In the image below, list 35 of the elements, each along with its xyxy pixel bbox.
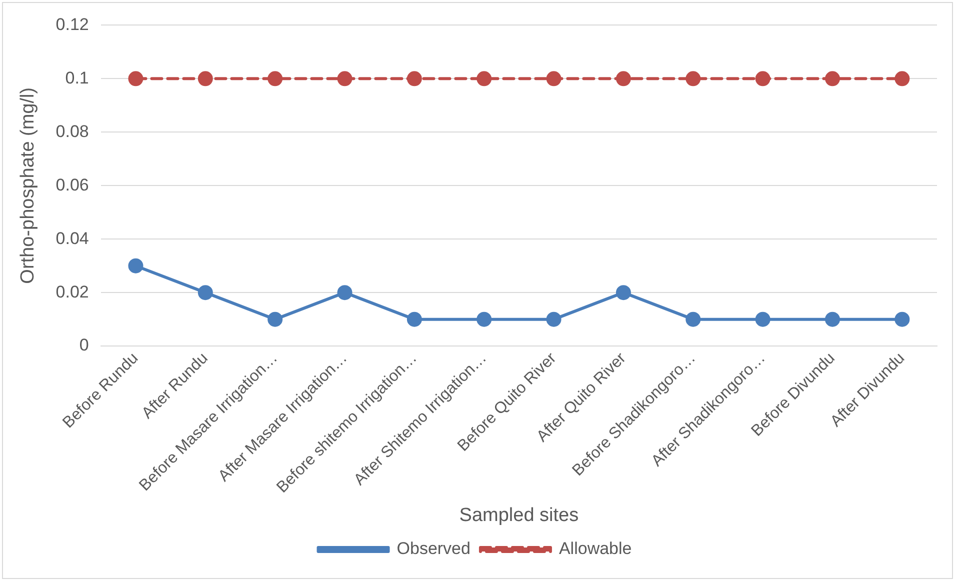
point bbox=[268, 71, 283, 86]
point bbox=[686, 312, 701, 327]
point bbox=[755, 71, 770, 86]
point bbox=[198, 285, 213, 300]
x-axis-title: Sampled sites bbox=[459, 504, 579, 526]
point bbox=[894, 312, 910, 327]
point bbox=[406, 312, 422, 327]
legend-label: Observed bbox=[396, 539, 470, 558]
point bbox=[337, 71, 352, 86]
point bbox=[824, 71, 840, 86]
point bbox=[128, 258, 144, 274]
point bbox=[337, 285, 352, 300]
point bbox=[406, 71, 422, 86]
point bbox=[755, 312, 770, 327]
y-tick-label: 0.06 bbox=[56, 175, 89, 194]
y-tick-label: 0 bbox=[79, 336, 89, 355]
point bbox=[546, 312, 562, 327]
point bbox=[476, 71, 492, 86]
y-axis-title: Ortho-phosphate (mg/l) bbox=[18, 87, 39, 284]
y-tick-label: 0.02 bbox=[56, 282, 89, 302]
y-tick-label: 0.08 bbox=[56, 122, 89, 141]
point bbox=[546, 71, 562, 86]
point bbox=[686, 71, 701, 86]
point bbox=[476, 312, 492, 327]
point bbox=[128, 71, 144, 86]
point bbox=[616, 71, 631, 86]
point bbox=[198, 71, 213, 86]
point bbox=[894, 71, 910, 86]
point bbox=[616, 285, 631, 300]
y-tick-label: 0.12 bbox=[56, 14, 89, 34]
point bbox=[268, 312, 283, 327]
y-tick-label: 0.04 bbox=[56, 228, 89, 248]
y-tick-label: 0.1 bbox=[65, 68, 89, 88]
point bbox=[824, 312, 840, 327]
legend-label: Allowable bbox=[558, 539, 632, 558]
